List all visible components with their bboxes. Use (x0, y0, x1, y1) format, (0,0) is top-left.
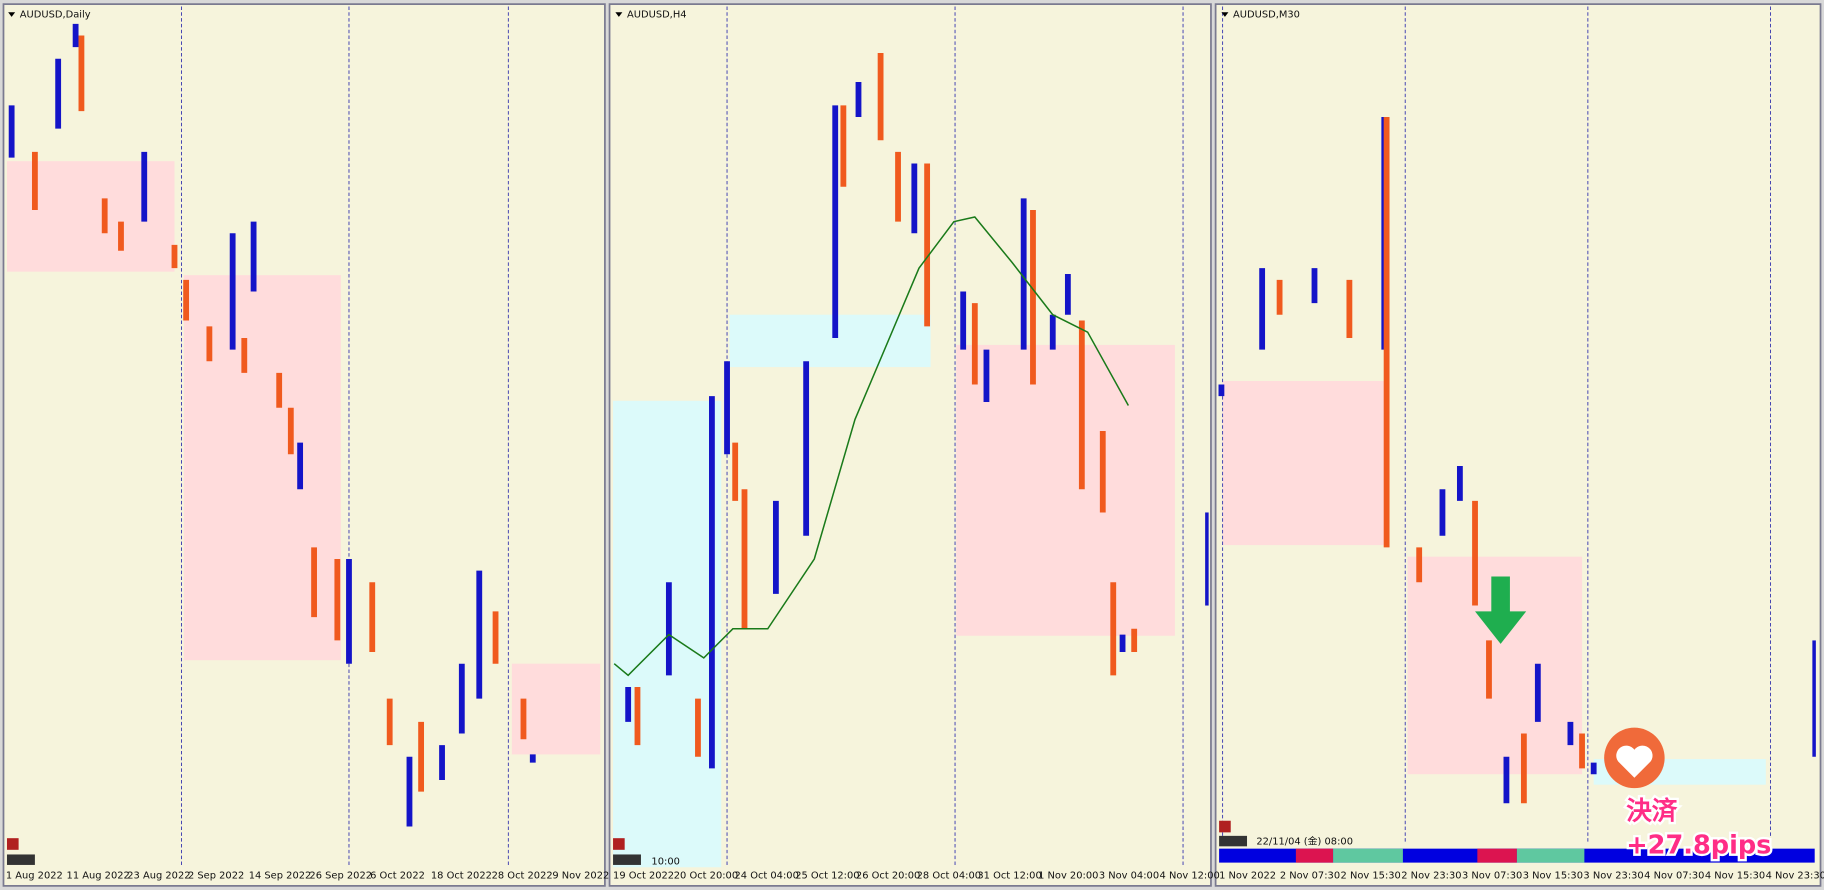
date-label: 4 Nov 12:00 (1160, 870, 1220, 881)
date-label: 9 Nov 2022 (552, 870, 609, 881)
panel-title: AUDUSD,M30 (1233, 10, 1300, 21)
icons (6, 820, 1248, 865)
date-label: 1 Nov 2022 (1219, 870, 1276, 881)
date-label: 3 Nov 07:30 (1462, 870, 1522, 881)
date-label: 18 Oct 2022 (431, 870, 492, 881)
date-label: 26 Sep 2022 (309, 870, 372, 881)
date-label: 24 Oct 04:00 (734, 870, 798, 881)
title-arrow (615, 12, 623, 17)
date-label: 28 Oct 04:00 (917, 870, 981, 881)
date-label: 1 Nov 20:00 (1038, 870, 1098, 881)
date-label: 4 Nov 07:30 (1644, 870, 1704, 881)
date-label: 4 Nov 15:30 (1705, 870, 1765, 881)
candles (8, 23, 1816, 827)
date-label: 11 Aug 2022 (67, 870, 130, 881)
zones (6, 161, 1766, 868)
date-label: 2 Sep 2022 (188, 870, 244, 881)
signal-bar (1219, 848, 1815, 863)
cursor-time: 10:00 (651, 856, 679, 867)
panel-title: AUDUSD,Daily (20, 10, 91, 21)
date-label: 2 Nov 23:30 (1401, 870, 1461, 881)
date-label: 3 Nov 23:30 (1583, 870, 1643, 881)
annotation-action: 決済 (1626, 796, 1678, 827)
date-label: 26 Oct 20:00 (856, 870, 920, 881)
date-label: 23 Aug 2022 (127, 870, 190, 881)
date-label: 1 Aug 2022 (6, 870, 63, 881)
date-label: 25 Oct 12:00 (795, 870, 859, 881)
date-label: 2 Nov 15:30 (1341, 870, 1401, 881)
date-label: 31 Oct 12:00 (977, 870, 1041, 881)
date-label: 3 Nov 15:30 (1523, 870, 1583, 881)
date-label: 6 Oct 2022 (370, 870, 425, 881)
date-label: 20 Oct 20:00 (674, 870, 738, 881)
title-arrow (8, 12, 16, 17)
heart-icon (1616, 745, 1653, 778)
date-label: 2 Nov 07:30 (1280, 870, 1340, 881)
panel-title: AUDUSD,H4 (627, 10, 687, 21)
date-label: 28 Oct 2022 (492, 870, 553, 881)
annotation-result: +27.8pips (1626, 830, 1771, 860)
date-label: 3 Nov 04:00 (1099, 870, 1159, 881)
date-label: 4 Nov 23:30 (1766, 870, 1824, 881)
date-label: 14 Sep 2022 (249, 870, 312, 881)
cursor-time: 22/11/04 (金) 08:00 (1256, 835, 1353, 848)
sell-arrow (1475, 576, 1527, 644)
date-label: 19 Oct 2022 (613, 870, 674, 881)
title-arrow (1221, 12, 1229, 17)
